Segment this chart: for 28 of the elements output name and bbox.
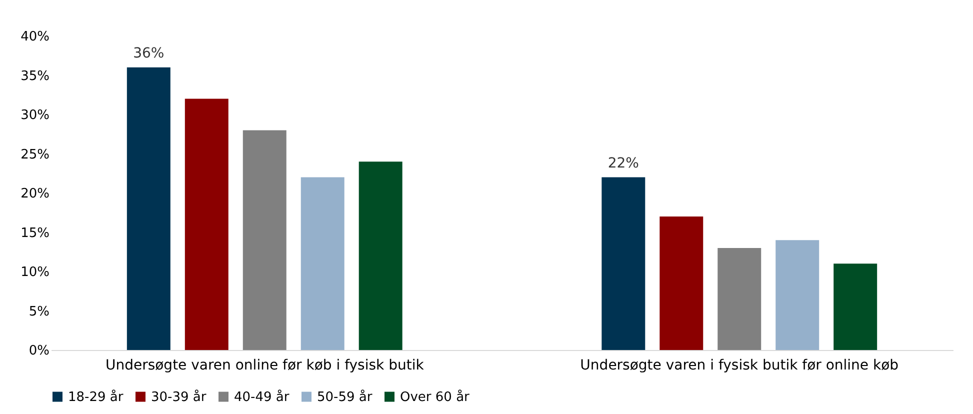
y-tick-label: 25% [20,147,50,162]
bar [242,130,286,350]
bar [776,240,820,350]
y-tick-label: 30% [20,108,50,123]
y-tick-label: 20% [20,186,50,202]
legend-label: 30-39 år [151,388,207,405]
y-tick-label: 40% [20,30,50,44]
bar [660,216,704,350]
y-tick-label: 5% [28,304,50,320]
data-label: 22% [608,155,639,172]
y-tick-label: 15% [20,226,50,241]
data-label: 36% [133,45,164,62]
bar [126,67,170,350]
y-tick-label: 35% [20,68,50,84]
bar [602,177,646,350]
bar [358,162,402,350]
legend-label: Over 60 år [400,388,470,405]
y-tick-label: 10% [20,265,50,280]
bar [184,98,228,350]
legend-label: 40-49 år [234,388,290,405]
bar [834,264,878,350]
bar [300,177,344,350]
legend-label: 50-59 år [317,388,373,405]
bar [718,248,762,350]
legend-label: 18-29 år [68,388,124,405]
x-tick-label: Undersøgte varen online før køb i fysisk butik [105,358,425,374]
x-tick-label: Undersøgte varen i fysisk butik før online køb [580,358,899,374]
y-tick-label: 0% [28,344,50,358]
